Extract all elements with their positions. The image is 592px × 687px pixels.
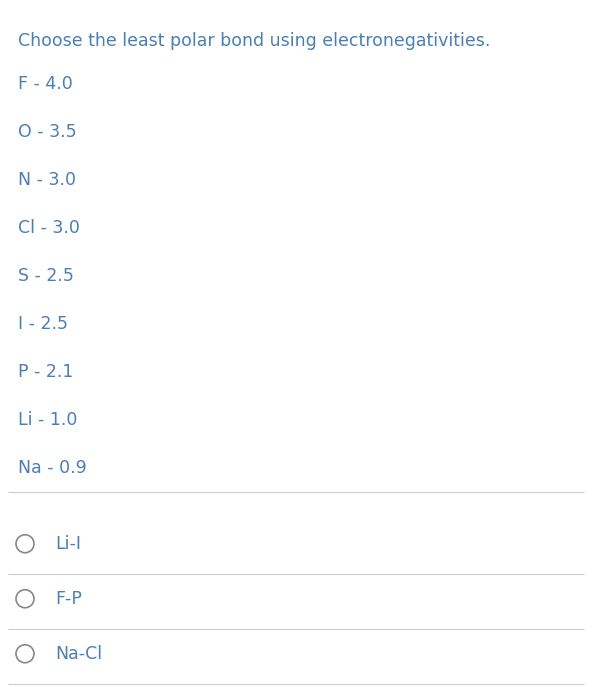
Text: P - 2.1: P - 2.1 xyxy=(18,363,73,381)
Text: N - 3.0: N - 3.0 xyxy=(18,171,76,189)
Text: Cl - 3.0: Cl - 3.0 xyxy=(18,219,80,237)
Text: Li-I: Li-I xyxy=(55,534,81,553)
Text: S - 2.5: S - 2.5 xyxy=(18,267,74,285)
Text: Li - 1.0: Li - 1.0 xyxy=(18,411,78,429)
Text: F-P: F-P xyxy=(55,589,82,608)
Text: I - 2.5: I - 2.5 xyxy=(18,315,68,333)
Text: O - 3.5: O - 3.5 xyxy=(18,123,76,141)
Text: Na-Cl: Na-Cl xyxy=(55,645,102,663)
Text: Na - 0.9: Na - 0.9 xyxy=(18,459,87,477)
Text: F - 4.0: F - 4.0 xyxy=(18,75,73,93)
Text: Choose the least polar bond using electronegativities.: Choose the least polar bond using electr… xyxy=(18,32,490,50)
